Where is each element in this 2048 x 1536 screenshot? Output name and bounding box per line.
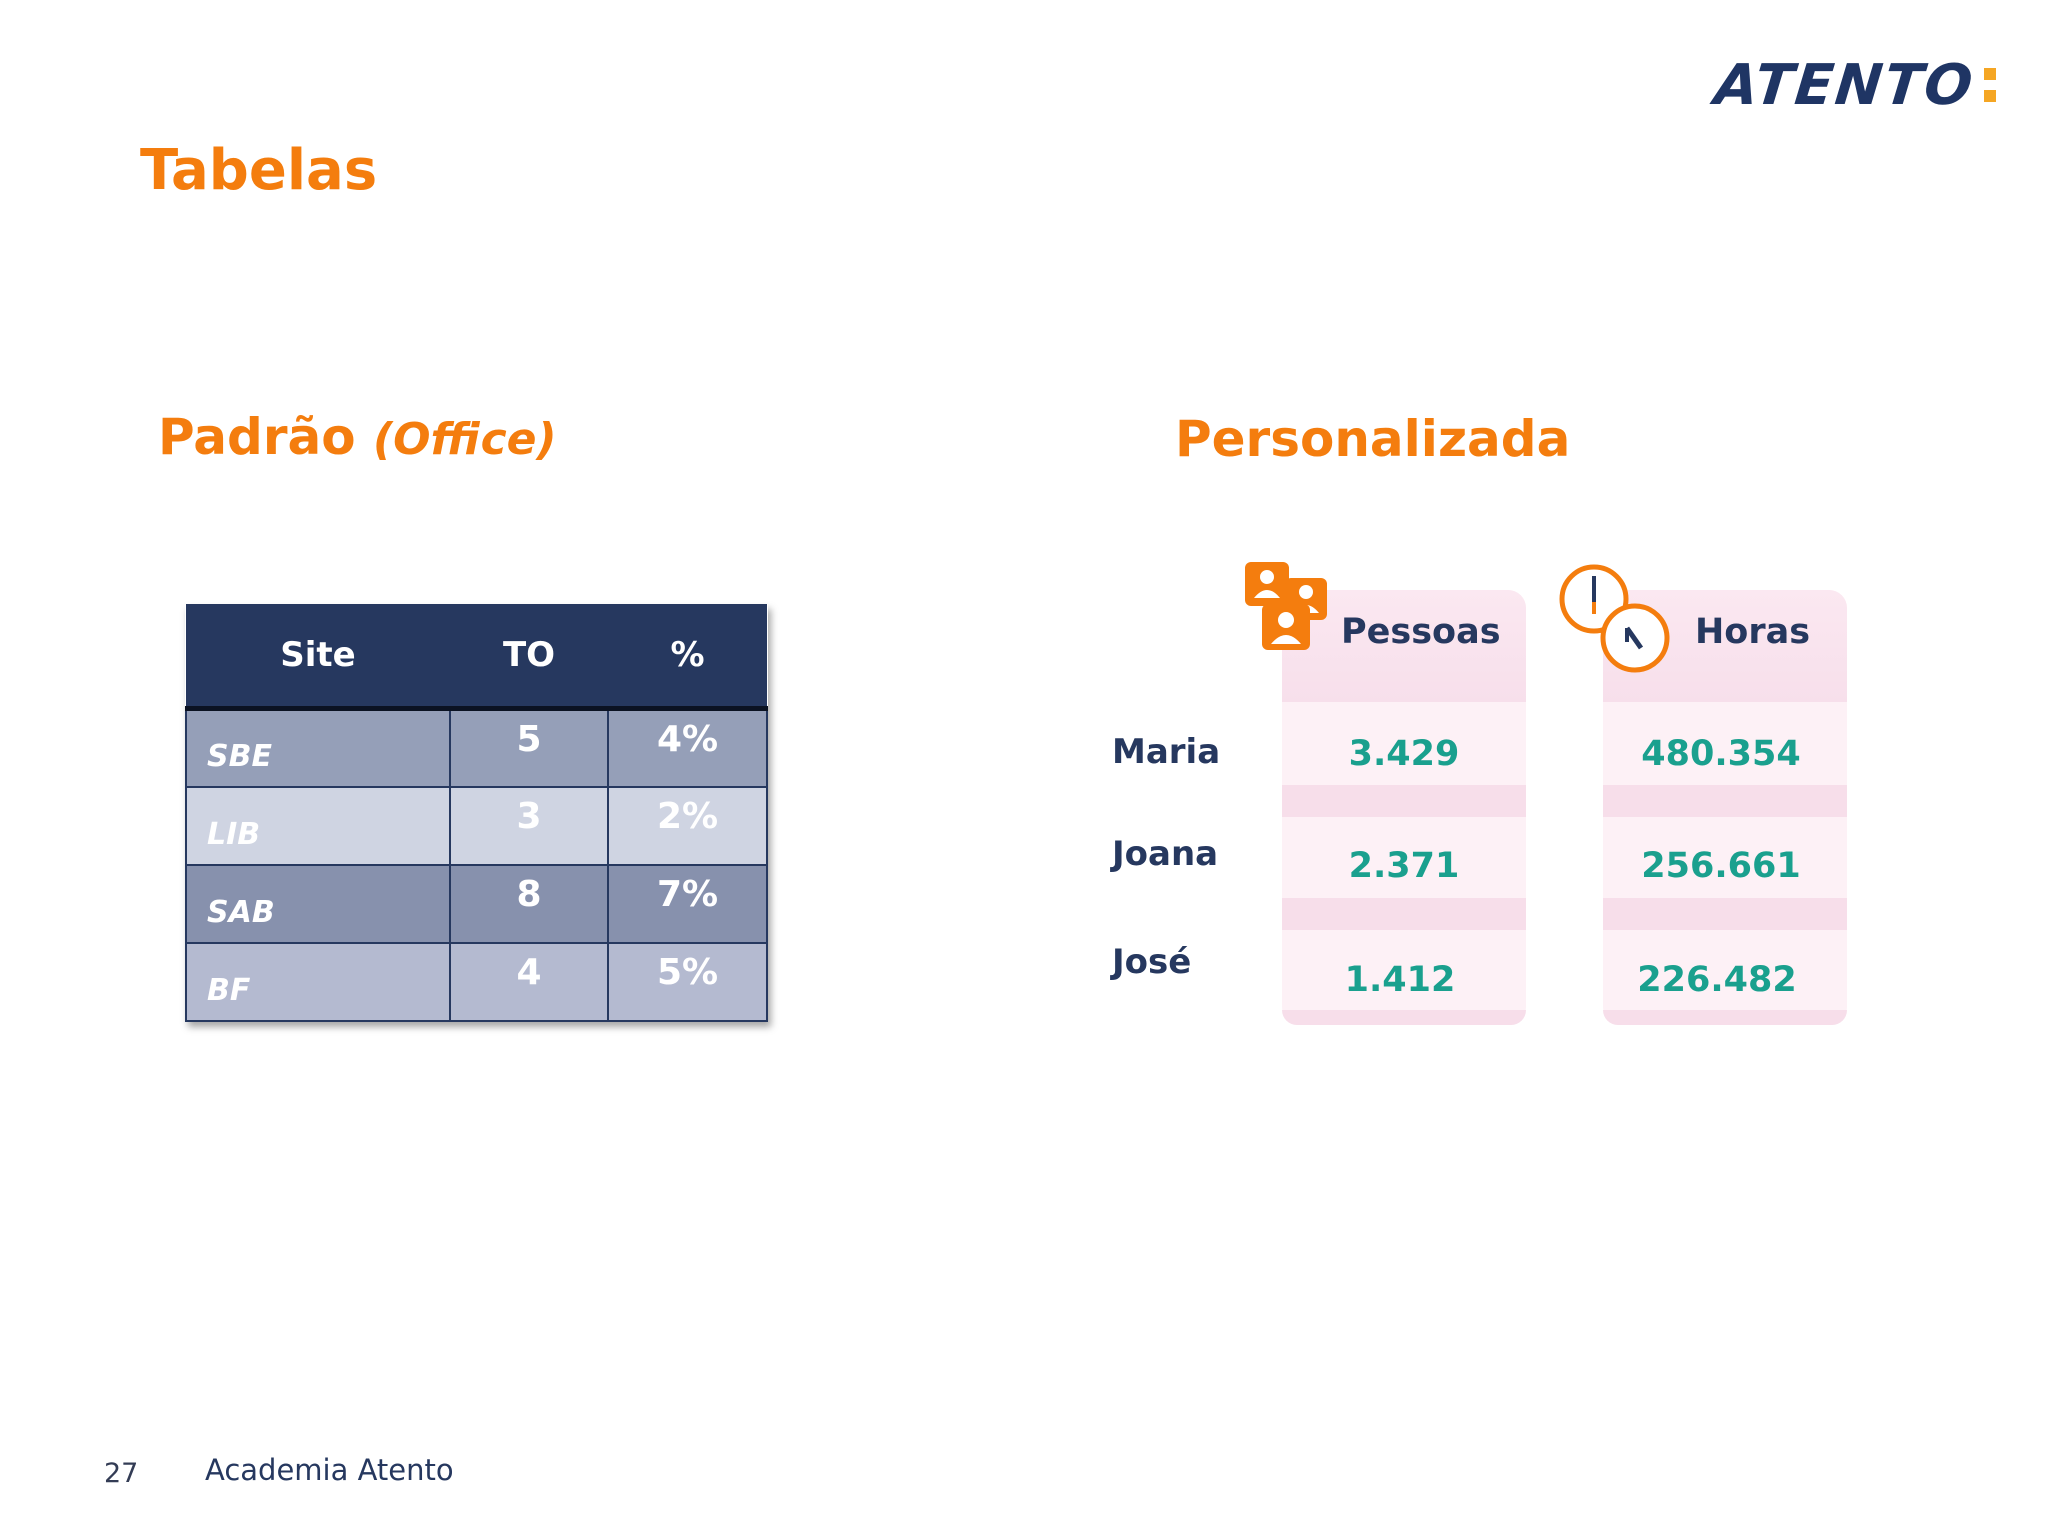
row-divider [1603,898,1847,930]
row-label-joana: Joana [1112,834,1219,874]
custom-heading: Personalizada [1175,410,1571,468]
table-row: LIB 3 2% [185,785,768,866]
table-row: SBE 5 4% [185,707,768,788]
row-divider [1282,785,1526,817]
people-icon [1245,562,1327,650]
value-horas-joana: 256.661 [1641,846,1801,886]
logo-colon [1984,68,1997,102]
value-pessoas-maria: 3.429 [1348,734,1460,774]
office-table: Site TO % SBE 5 4% LIB 3 2% SAB 8 7% B [185,604,768,1022]
header-to: TO [450,604,608,711]
pct-cell: 2% [607,785,768,866]
column-header-horas: Horas [1695,612,1811,652]
value-pessoas-joana: 2.371 [1348,846,1460,886]
site-cell: BF [185,941,451,1022]
row-label-jose: José [1112,942,1192,982]
atento-logo: ATENTO [1711,50,1997,120]
value-pessoas-jose: 1.412 [1344,960,1456,1000]
pct-cell: 4% [607,707,768,788]
page-number: 27 [104,1458,139,1489]
office-heading-main: Padrão [158,408,356,466]
row-label-maria: Maria [1112,732,1221,772]
row-divider [1282,898,1526,930]
row-divider [1282,1010,1526,1025]
office-heading-paren: (Office) [373,414,557,465]
value-horas-maria: 480.354 [1641,734,1801,774]
pct-cell: 7% [607,863,768,944]
table-row: SAB 8 7% [185,863,768,944]
header-site: Site [186,604,450,711]
column-header-pessoas: Pessoas [1341,612,1501,652]
page-title: Tabelas [140,138,378,203]
footer-text: Academia Atento [205,1453,454,1487]
to-cell: 8 [449,863,609,944]
pct-cell: 5% [607,941,768,1022]
logo-wordmark: ATENTO [1711,52,1978,118]
clock-icon [1559,564,1670,673]
row-divider [1603,785,1847,817]
value-horas-jose: 226.482 [1637,960,1797,1000]
row-divider [1603,1010,1847,1025]
to-cell: 4 [449,941,609,1022]
pessoas-column-card [1282,590,1526,1025]
to-cell: 3 [449,785,609,866]
site-cell: LIB [185,785,451,866]
to-cell: 5 [449,707,609,788]
office-heading: Padrão (Office) [158,408,557,466]
header-pct: % [608,604,767,711]
table-header-row: Site TO % [186,604,767,711]
table-row: BF 4 5% [185,941,768,1022]
site-cell: SBE [185,707,451,788]
site-cell: SAB [185,863,451,944]
